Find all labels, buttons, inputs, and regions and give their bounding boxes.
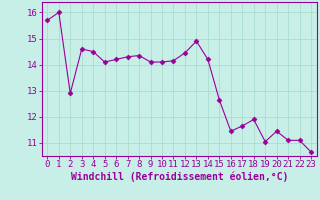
X-axis label: Windchill (Refroidissement éolien,°C): Windchill (Refroidissement éolien,°C) bbox=[70, 172, 288, 182]
